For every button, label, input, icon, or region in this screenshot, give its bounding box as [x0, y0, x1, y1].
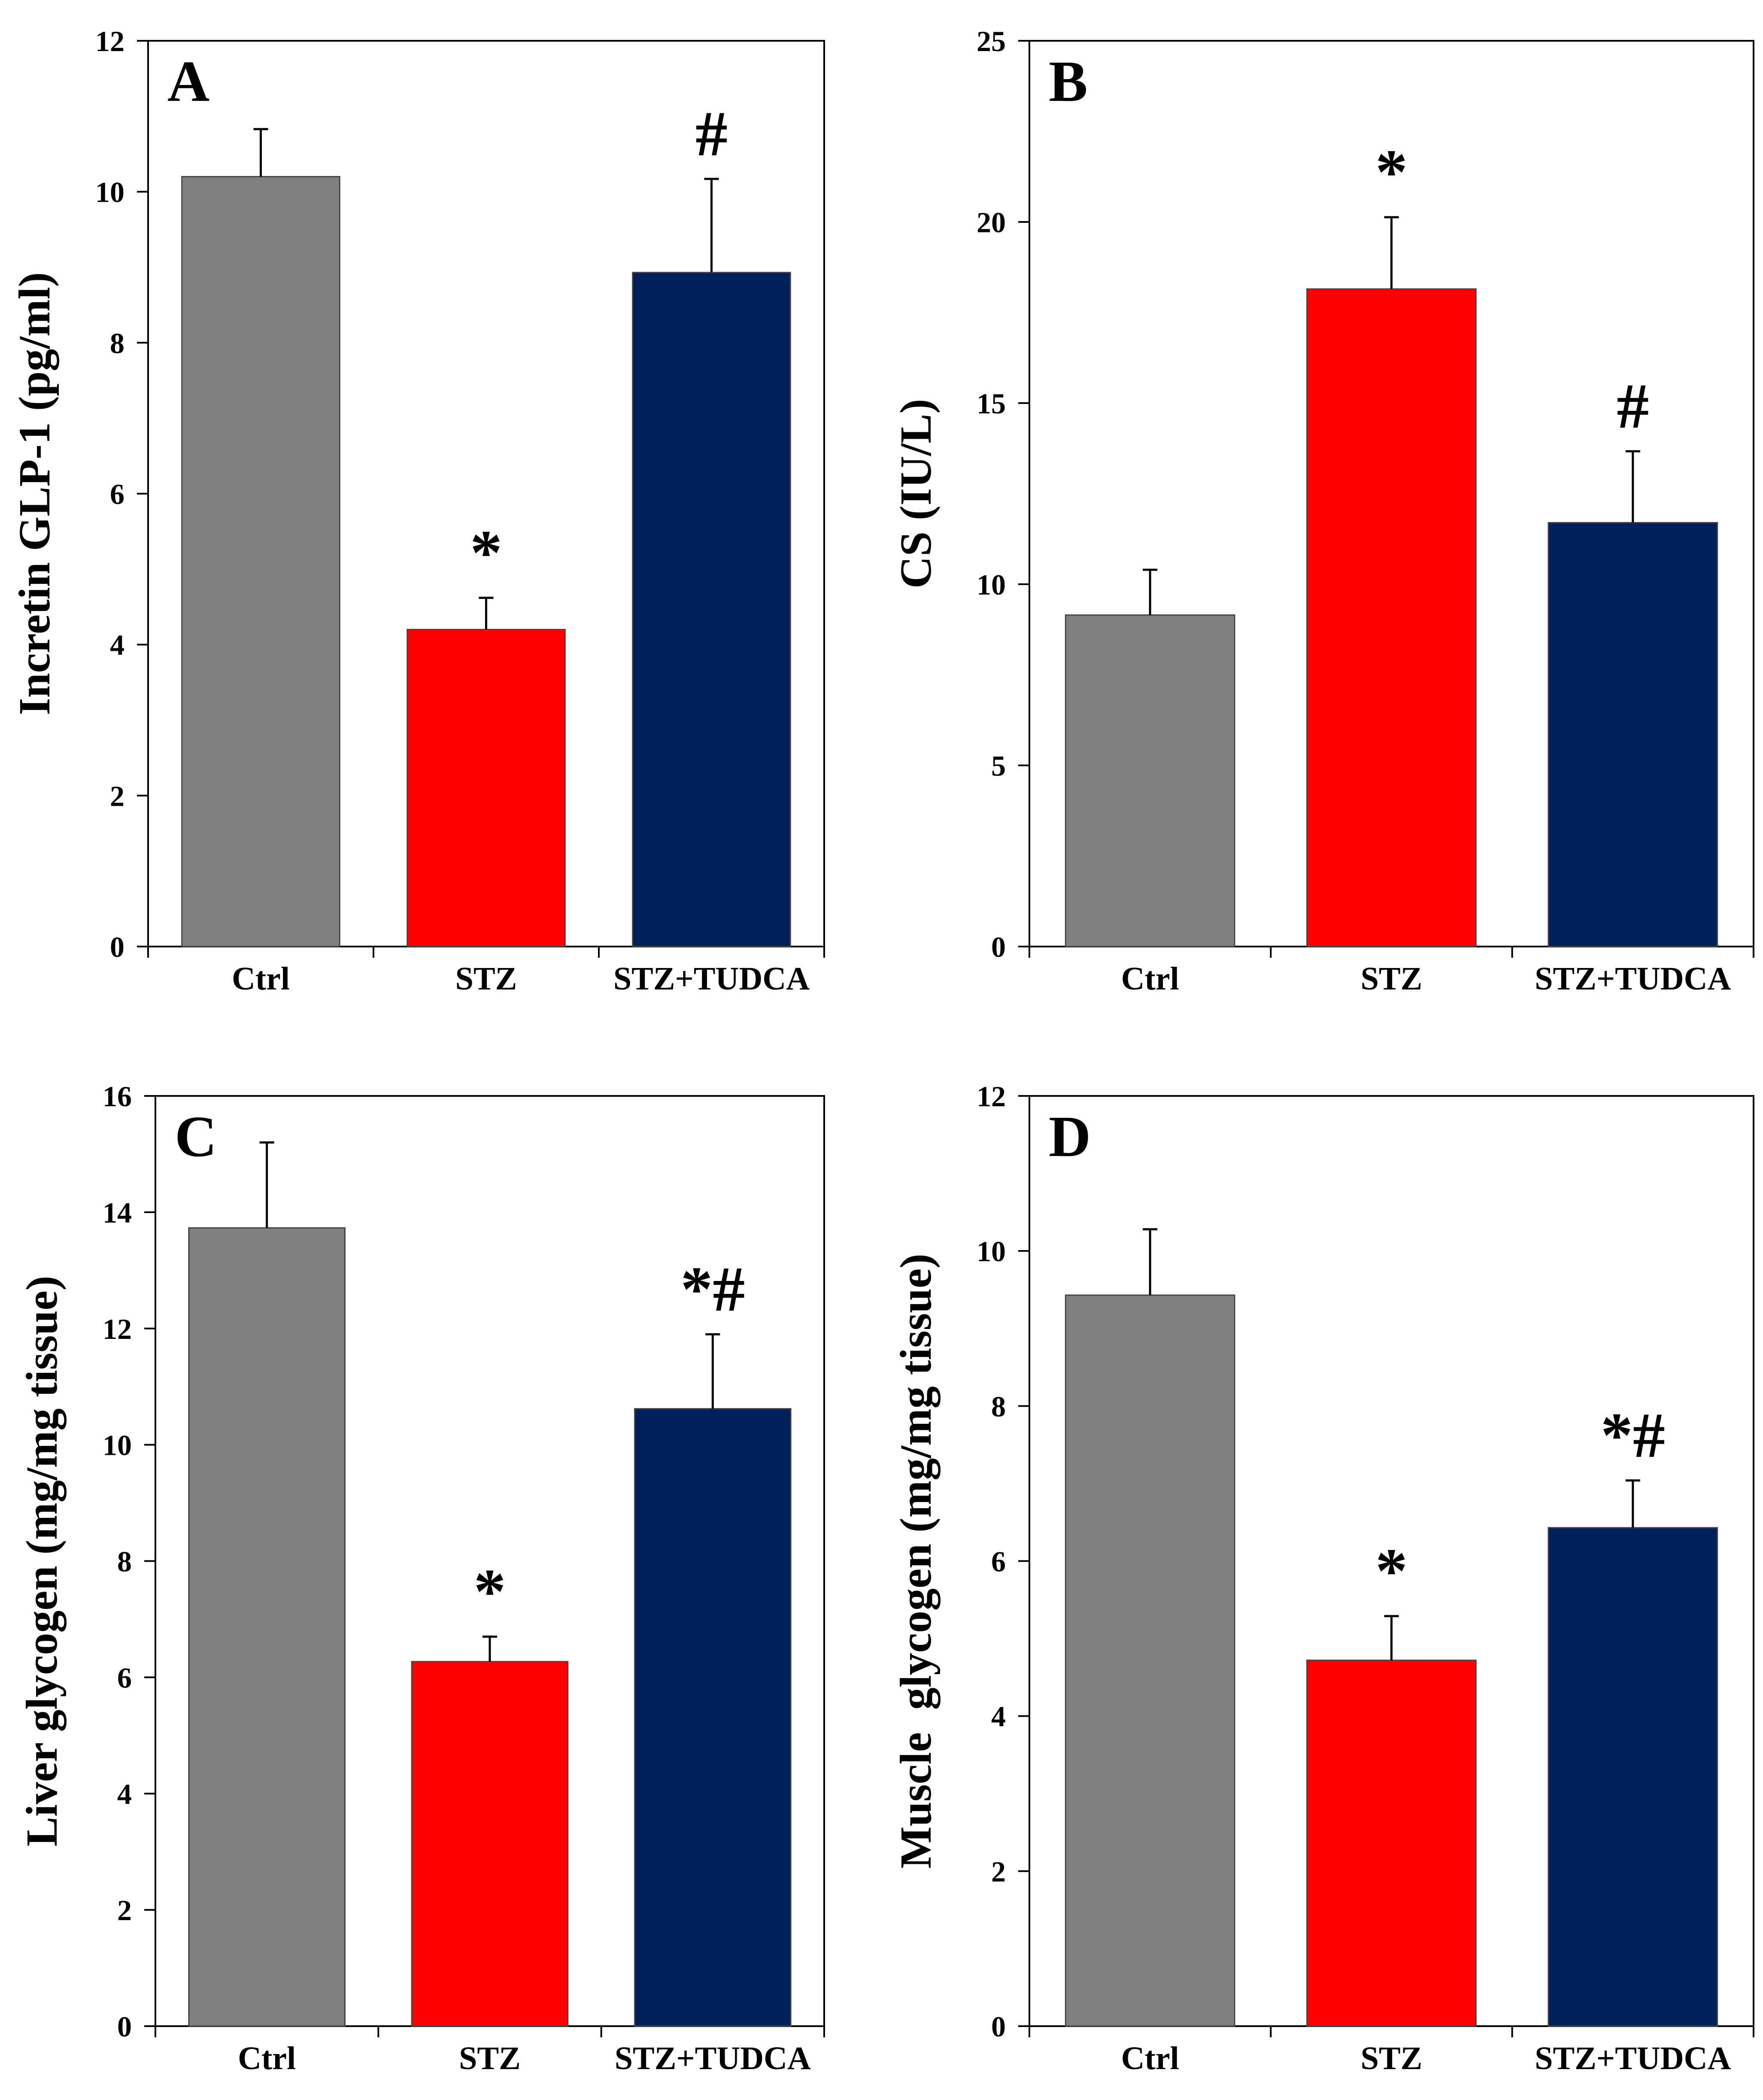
- panel-d-ytick-label: 0: [991, 2010, 1006, 2043]
- panel-c-ytick-label: 4: [117, 1778, 132, 1810]
- panel-d-significance-mark: *: [1375, 1536, 1408, 1607]
- panel-a-ytick-label: 12: [95, 25, 124, 58]
- panel-b-ytick-label: 15: [977, 387, 1006, 420]
- panel-a-chart: 0 2 4 6 8 10 12 Ctrl STZ * STZ+TUDCA # A Incretin GLP…: [10, 25, 825, 997]
- panel-c-bar-ctrl: [188, 1227, 346, 2027]
- panel-a-letter: A: [167, 49, 209, 114]
- panel-d-ytick-label: 4: [991, 1700, 1006, 1733]
- panel-b-significance-mark: *: [1375, 137, 1408, 208]
- panel-a-bar-stz-tudca: [632, 272, 791, 947]
- panel-c-category-label: Ctrl: [238, 2040, 296, 2076]
- panel-c-ylabel: Liver glycogen (mg/mg tissue): [17, 1276, 67, 1847]
- panel-d-ytick-label: 2: [991, 1855, 1006, 1888]
- panel-c-significance-mark: *#: [680, 1253, 745, 1325]
- panel-d-ylabel: Muscle glycogen (mg/mg tissue): [891, 1253, 941, 1869]
- panel-a-ylabel: Incretin GLP-1 (pg/ml): [10, 272, 59, 715]
- panel-a-category-label: STZ+TUDCA: [613, 961, 810, 997]
- panel-b-category-label: STZ: [1361, 961, 1423, 997]
- panel-c-ytick-label: 14: [103, 1196, 132, 1229]
- panel-a-ytick-label: 6: [110, 478, 124, 510]
- panel-b-ytick-label: 0: [991, 931, 1006, 963]
- panel-d-ytick-label: 8: [991, 1390, 1006, 1423]
- panel-a-ytick-label: 4: [110, 629, 124, 662]
- panel-a-bar-ctrl: [181, 176, 340, 947]
- panel-d-bar-stz: [1306, 1660, 1477, 2027]
- panel-d-significance-mark: *#: [1601, 1400, 1665, 1471]
- panel-d-category-label: STZ+TUDCA: [1535, 2040, 1731, 2076]
- panel-c-ytick-label: 8: [117, 1545, 132, 1578]
- panel-c-chart: 0 2 4 6 8 10 12 14 16 Ctrl STZ * STZ+TUDCA *# C Liver g…: [17, 1080, 825, 2076]
- panel-a-ytick-label: 10: [95, 176, 124, 209]
- panel-d-chart: 0 2 4 6 8 10 12 Ctrl STZ * STZ+TUDCA *# D Muscle glyc…: [891, 1080, 1754, 2076]
- panel-b-category-label: Ctrl: [1121, 961, 1179, 997]
- panel-d-category-label: Ctrl: [1121, 2040, 1179, 2076]
- panel-a-category-label: STZ: [455, 961, 517, 997]
- panel-c-bar-stz: [411, 1661, 569, 2027]
- panel-c-category-label: STZ+TUDCA: [615, 2040, 811, 2076]
- panel-d-bar-stz-tudca: [1548, 1527, 1718, 2027]
- panel-d-ytick-label: 10: [977, 1235, 1006, 1268]
- panel-a-significance-mark: #: [695, 98, 728, 170]
- panel-c-ytick-label: 10: [103, 1429, 132, 1462]
- panel-d-bar-ctrl: [1065, 1294, 1235, 2027]
- panel-c-ytick-label: 6: [117, 1661, 132, 1694]
- panel-b-letter: B: [1049, 49, 1088, 114]
- panel-a-ytick-label: 0: [110, 931, 124, 963]
- panel-b-bar-ctrl: [1065, 614, 1235, 947]
- panel-b-bar-stz: [1306, 288, 1477, 947]
- panel-c-category-label: STZ: [459, 2040, 521, 2076]
- panel-b-ytick-label: 25: [977, 25, 1006, 58]
- panel-d-letter: D: [1049, 1105, 1091, 1169]
- panel-d-ytick-label: 12: [977, 1080, 1006, 1113]
- panel-b-significance-mark: #: [1617, 370, 1649, 442]
- panel-a-significance-mark: *: [470, 517, 502, 589]
- panel-b-category-label: STZ+TUDCA: [1535, 961, 1731, 997]
- panel-c-letter: C: [175, 1105, 217, 1169]
- panel-b-ytick-label: 20: [977, 206, 1006, 239]
- panel-c-significance-mark: *: [474, 1556, 506, 1627]
- panel-b-ytick-label: 10: [977, 568, 1006, 601]
- panel-a-ytick-label: 8: [110, 327, 124, 359]
- panel-c-ytick-label: 2: [117, 1894, 132, 1927]
- panel-b-ytick-label: 5: [991, 750, 1006, 782]
- panel-b-bar-stz-tudca: [1548, 522, 1718, 947]
- panel-a-ytick-label: 2: [110, 780, 124, 812]
- panel-c-ytick-label: 16: [103, 1080, 132, 1113]
- panel-d-category-label: STZ: [1361, 2040, 1423, 2076]
- panel-c-ytick-label: 0: [117, 2010, 132, 2043]
- panel-b-chart: 0 5 10 15 20 25 Ctrl STZ * STZ+TUDCA # B CS (IU/L): [891, 25, 1754, 997]
- panel-c-bar-stz-tudca: [634, 1408, 792, 2027]
- panel-a-bar-stz: [407, 629, 566, 947]
- panel-a-category-label: Ctrl: [232, 961, 290, 997]
- panel-d-ytick-label: 6: [991, 1545, 1006, 1578]
- panel-c-ytick-label: 12: [103, 1313, 132, 1345]
- panel-b-ylabel: CS (IU/L): [891, 399, 941, 589]
